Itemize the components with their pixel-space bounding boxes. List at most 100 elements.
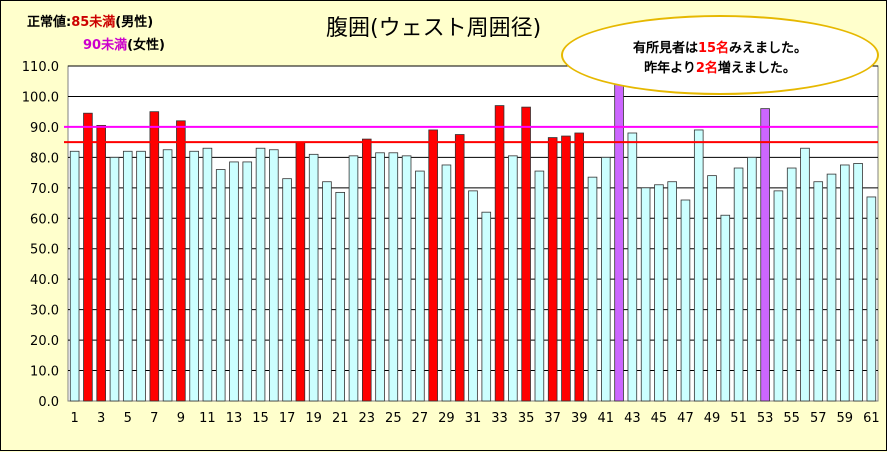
female-normal-legend: 90未満(女性) (83, 34, 165, 53)
y-tick-label: 40.0 (30, 273, 59, 288)
bar (733, 167, 744, 402)
bar (587, 176, 598, 402)
x-tick-label: 15 (252, 411, 269, 426)
y-tick-label: 10.0 (30, 365, 59, 380)
summary-callout: 有所見者は15名みえました。 昨年より2名増えました。 (561, 15, 879, 95)
callout-count: 2名 (695, 61, 718, 76)
y-tick-label: 50.0 (30, 243, 59, 258)
bar (375, 152, 385, 402)
x-tick-label: 37 (544, 411, 561, 426)
x-tick-label: 7 (150, 411, 158, 426)
bar (773, 190, 784, 402)
x-tick-label: 43 (624, 411, 641, 426)
bar (388, 152, 399, 402)
x-tick-label: 41 (598, 411, 615, 426)
bar (574, 132, 585, 402)
bar (481, 211, 492, 402)
bar (853, 163, 863, 402)
x-tick-label: 57 (810, 411, 827, 426)
bar (468, 190, 478, 402)
bar (840, 164, 850, 402)
chart-title: 腹囲(ウェスト周囲径) (326, 16, 542, 41)
bar (667, 181, 677, 402)
bar (202, 147, 213, 402)
callout-text: 昨年より (644, 61, 696, 76)
bar (242, 161, 253, 402)
bar (335, 191, 345, 402)
x-tick-label: 55 (783, 411, 800, 426)
x-tick-label: 49 (704, 411, 721, 426)
bar (654, 184, 664, 402)
bar (521, 106, 531, 402)
male-normal-legend: 正常値:85未満(男性) (27, 11, 153, 30)
bar (136, 150, 146, 402)
x-tick-label: 19 (305, 411, 322, 426)
bar (401, 155, 412, 402)
y-tick-label: 90.0 (30, 121, 59, 136)
y-tick-label: 20.0 (30, 334, 59, 349)
x-tick-label: 11 (199, 411, 216, 426)
x-tick-label: 35 (518, 411, 535, 426)
x-tick-label: 39 (571, 411, 588, 426)
bar (295, 141, 306, 402)
bar (707, 175, 717, 402)
x-tick-label: 45 (651, 411, 668, 426)
callout-line-1: 有所見者は15名みえました。 (563, 39, 877, 59)
x-tick-label: 61 (863, 411, 880, 426)
bar (109, 156, 120, 402)
bar (640, 187, 651, 402)
bar (229, 161, 239, 402)
x-tick-label: 1 (70, 411, 78, 426)
bar (454, 134, 465, 402)
bar (800, 147, 810, 402)
bar (269, 149, 279, 402)
bar (428, 129, 438, 402)
x-tick-label: 51 (730, 411, 747, 426)
bar (561, 135, 571, 402)
x-tick-label: 9 (177, 411, 185, 426)
x-tick-label: 29 (438, 411, 455, 426)
callout-line-2: 昨年より2名増えました。 (563, 59, 877, 79)
bar (826, 173, 837, 402)
bar (215, 169, 226, 402)
bar (547, 137, 558, 402)
bar (149, 111, 160, 402)
bar (308, 153, 319, 402)
bar (747, 156, 757, 402)
bar (96, 124, 106, 402)
bar (361, 138, 372, 402)
female-threshold: 90未満 (83, 38, 128, 53)
bar (122, 150, 133, 402)
bar (83, 112, 93, 402)
callout-text: 有所見者は (632, 41, 698, 56)
callout-count: 15名 (697, 41, 730, 56)
y-tick-label: 60.0 (30, 212, 59, 227)
bar (176, 120, 186, 402)
bar (627, 132, 638, 402)
bar (348, 155, 359, 402)
bar (162, 149, 173, 402)
male-label: (男性) (115, 15, 154, 30)
y-tick-label: 80.0 (30, 151, 59, 166)
bar (866, 196, 877, 402)
x-tick-label: 59 (837, 411, 854, 426)
x-tick-label: 21 (332, 411, 349, 426)
x-tick-label: 5 (124, 411, 132, 426)
x-tick-label: 13 (226, 411, 243, 426)
x-tick-label: 3 (97, 411, 105, 426)
x-tick-label: 27 (412, 411, 429, 426)
bar (322, 181, 332, 402)
legend-prefix: 正常値: (27, 15, 72, 30)
bar (508, 155, 518, 402)
x-tick-label: 47 (677, 411, 694, 426)
x-tick-label: 53 (757, 411, 774, 426)
female-label: (女性) (127, 38, 165, 53)
bar (415, 170, 425, 402)
bar (760, 108, 770, 402)
callout-text: みえました。 (729, 41, 808, 56)
y-tick-label: 30.0 (30, 304, 59, 319)
y-tick-label: 0.0 (38, 395, 59, 410)
bar (720, 214, 731, 402)
